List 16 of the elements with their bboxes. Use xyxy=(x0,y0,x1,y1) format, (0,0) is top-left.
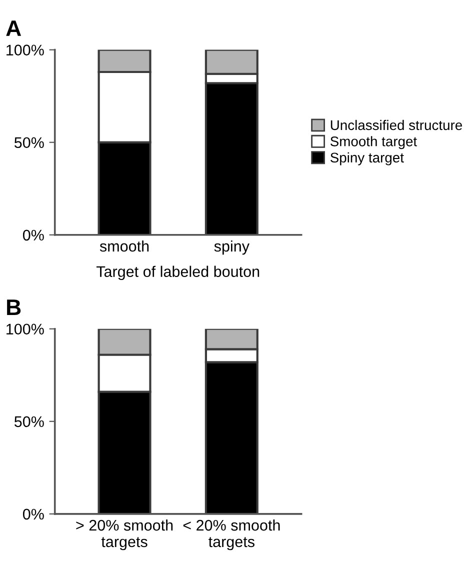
legend-label: Spiny target xyxy=(330,152,404,166)
y-tick-label: 50% xyxy=(14,137,44,148)
chart-title: B xyxy=(7,300,21,315)
legend-label: Unclassified structure xyxy=(330,120,462,130)
y-tick-label: 0% xyxy=(22,508,44,520)
y-tick-label: 0% xyxy=(22,230,44,241)
x-tick-label: spiny xyxy=(214,240,250,255)
x-axis-title: Target of labeled bouton xyxy=(96,266,260,280)
chart-title: A xyxy=(6,20,22,36)
y-tick-label: 50% xyxy=(14,416,44,428)
x-tick-label: < 20% smooth targets xyxy=(183,519,280,550)
x-tick-label: > 20% smooth targets xyxy=(76,519,173,550)
x-tick-label: smooth xyxy=(100,240,149,252)
y-tick-label: 100% xyxy=(6,324,44,335)
legend-label: Smooth target xyxy=(330,136,417,150)
y-tick-label: 100% xyxy=(6,44,44,56)
